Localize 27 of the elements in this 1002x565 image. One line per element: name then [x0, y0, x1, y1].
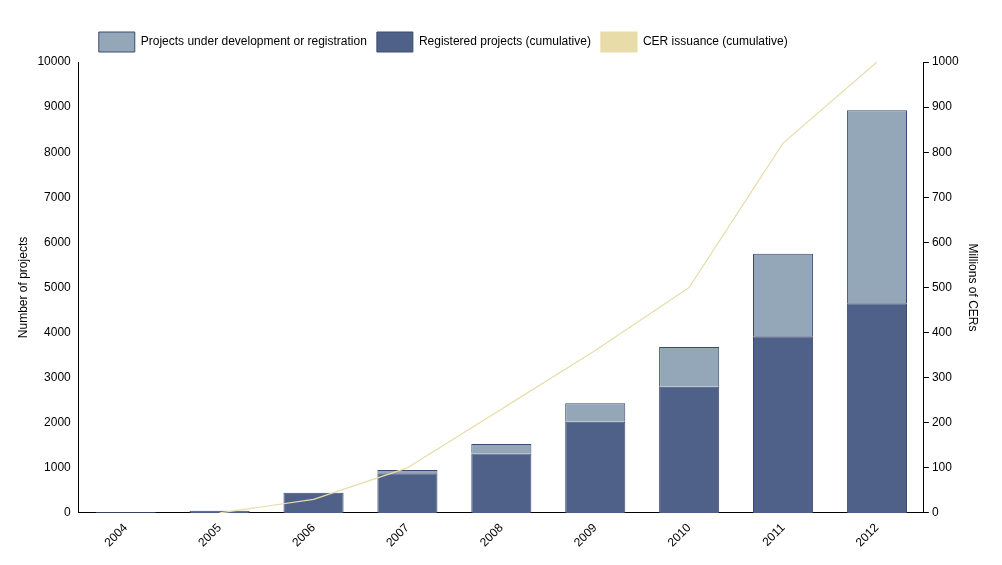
y-tick-label: 9000: [44, 99, 72, 114]
y-tick-label: 0: [64, 505, 72, 520]
y2-tick-label: 100: [931, 460, 953, 475]
y2-tick-label: 500: [931, 279, 953, 294]
y-tick-label: 4000: [44, 324, 72, 339]
y2-axis-title: Millions of CERs: [966, 243, 981, 332]
y2-tick-label: 600: [931, 234, 953, 249]
y2-tick-label: 700: [931, 189, 953, 204]
y2-tick-label: 400: [931, 324, 953, 339]
legend-label: Registered projects (cumulative): [418, 34, 591, 49]
y-tick-label: 1000: [44, 460, 72, 475]
y-tick-label: 10000: [37, 54, 72, 69]
y-tick-label: 8000: [44, 144, 72, 159]
y-tick-label: 3000: [44, 369, 72, 384]
y-tick-label: 5000: [44, 279, 72, 294]
y2-tick-label: 200: [931, 415, 953, 430]
y2-tick-label: 300: [931, 369, 953, 384]
y-tick-label: 6000: [44, 234, 72, 249]
legend-label: Projects under development or registration: [140, 34, 367, 49]
y-tick-label: 2000: [44, 415, 72, 430]
y2-tick-label: 1000: [931, 54, 959, 69]
y-axis-title: Number of projects: [15, 236, 30, 339]
y-tick-label: 7000: [44, 189, 72, 204]
y2-tick-label: 900: [931, 99, 953, 114]
y2-tick-label: 800: [931, 144, 953, 159]
legend-label: CER issuance (cumulative): [642, 34, 788, 49]
y2-tick-label: 0: [931, 505, 939, 520]
